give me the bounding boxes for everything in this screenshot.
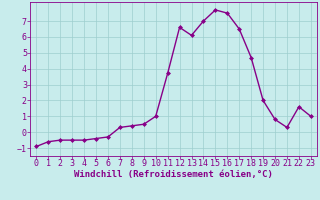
X-axis label: Windchill (Refroidissement éolien,°C): Windchill (Refroidissement éolien,°C) xyxy=(74,170,273,179)
